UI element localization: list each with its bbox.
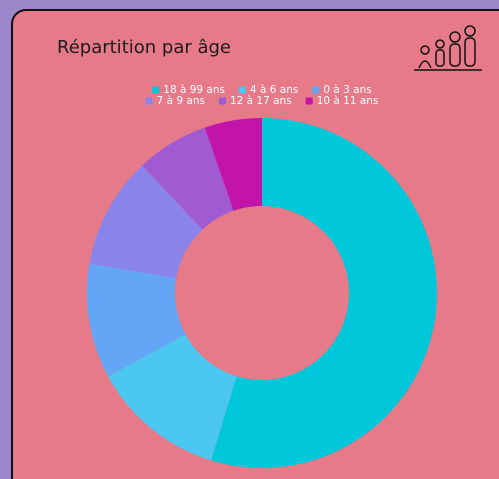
chart-title: Répartition par âge xyxy=(57,37,231,58)
legend-label: 10 à 11 ans xyxy=(317,95,379,107)
legend-swatch xyxy=(238,86,246,94)
legend-item: 12 à 17 ans xyxy=(218,95,292,107)
donut-slice xyxy=(204,118,262,211)
donut-slice xyxy=(86,263,186,377)
legend-item: 18 à 99 ans xyxy=(152,84,225,96)
legend-swatch xyxy=(312,86,320,94)
legend-swatch xyxy=(145,97,153,105)
legend-item: 0 à 3 ans xyxy=(312,84,372,96)
donut xyxy=(86,118,437,468)
legend-item: 4 à 6 ans xyxy=(238,84,298,96)
family-icon xyxy=(414,25,482,71)
donut-slice xyxy=(142,127,234,230)
donut-slice xyxy=(211,118,437,468)
legend-label: 18 à 99 ans xyxy=(163,84,225,96)
donut-slice xyxy=(89,165,203,279)
legend-label: 12 à 17 ans xyxy=(230,95,292,107)
legend-label: 4 à 6 ans xyxy=(250,84,298,96)
legend-item: 7 à 9 ans xyxy=(145,95,205,107)
legend: 18 à 99 ans 4 à 6 ans 0 à 3 ans 7 à 9 ans 12… xyxy=(145,84,379,107)
legend-label: 7 à 9 ans xyxy=(157,95,205,107)
legend-item: 10 à 11 ans xyxy=(305,95,379,107)
legend-swatch xyxy=(305,97,313,105)
legend-swatch xyxy=(218,97,226,105)
legend-swatch xyxy=(152,86,160,94)
legend-label: 0 à 3 ans xyxy=(323,84,371,96)
donut-slice xyxy=(108,334,237,461)
